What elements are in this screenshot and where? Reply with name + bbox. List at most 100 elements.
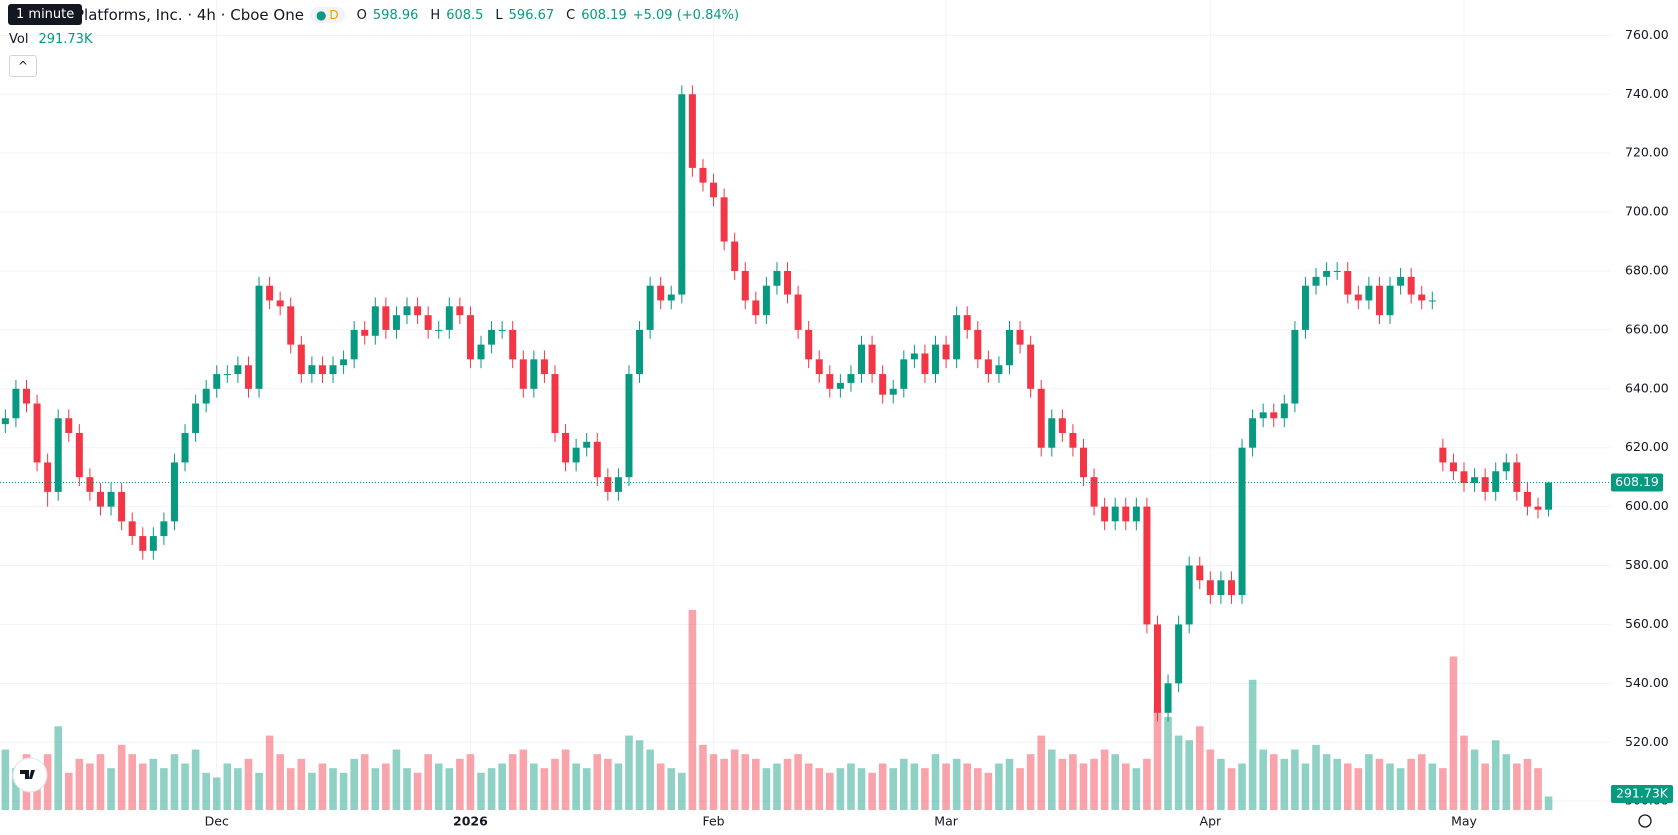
candle-body bbox=[1143, 506, 1151, 625]
y-tick-label: 640.00 bbox=[1625, 380, 1669, 395]
collapse-button[interactable]: ^ bbox=[9, 55, 37, 77]
volume-bar bbox=[1407, 758, 1415, 810]
x-tick-label: May bbox=[1451, 814, 1477, 829]
candle-body bbox=[1428, 300, 1436, 302]
candle-body bbox=[921, 353, 929, 375]
volume-bar bbox=[868, 772, 876, 810]
volume-bar bbox=[625, 735, 633, 810]
ohlc-value: 608.19 bbox=[581, 7, 627, 23]
candle-body bbox=[1418, 294, 1426, 301]
volume-bar bbox=[128, 754, 136, 810]
candle-body bbox=[1016, 329, 1024, 345]
volume-bar bbox=[117, 744, 126, 810]
candle-body bbox=[688, 94, 696, 168]
volume-bar bbox=[1206, 749, 1215, 810]
candle-body bbox=[868, 344, 876, 375]
volume-bar bbox=[329, 768, 337, 810]
volume-bar bbox=[1047, 749, 1056, 810]
candle-body bbox=[445, 306, 453, 330]
candle-body bbox=[953, 315, 961, 360]
candle-body bbox=[636, 329, 644, 375]
candle-body bbox=[202, 388, 210, 404]
candle-body bbox=[361, 329, 369, 336]
volume-bar bbox=[445, 768, 454, 810]
candle-body bbox=[604, 477, 612, 492]
candle-body bbox=[1449, 462, 1457, 472]
volume-bar bbox=[656, 763, 665, 810]
candle-body bbox=[889, 388, 897, 395]
candle-body bbox=[530, 359, 538, 389]
volume-bar bbox=[466, 754, 475, 810]
candle-body bbox=[424, 315, 432, 330]
y-tick-label: 540.00 bbox=[1625, 675, 1669, 690]
candle-body bbox=[667, 294, 675, 301]
candle-body bbox=[1397, 276, 1405, 286]
x-tick-label: Apr bbox=[1200, 814, 1222, 829]
volume-bar bbox=[794, 754, 802, 810]
volume-bar bbox=[783, 758, 792, 810]
y-tick-label: 660.00 bbox=[1625, 321, 1669, 336]
candle-body bbox=[1027, 344, 1035, 389]
candle-body bbox=[1048, 418, 1056, 448]
volume-bar bbox=[413, 772, 422, 810]
volume-box bbox=[1611, 785, 1673, 803]
volume-bar bbox=[96, 754, 105, 810]
volume-bar bbox=[1544, 796, 1553, 810]
y-tick-label: 600.00 bbox=[1625, 498, 1669, 513]
volume-bar bbox=[308, 772, 316, 810]
volume-bar bbox=[487, 768, 496, 810]
volume-bar bbox=[424, 754, 432, 810]
candle-body bbox=[1471, 477, 1479, 484]
volume-bar bbox=[1259, 749, 1267, 810]
volume-bar bbox=[1132, 768, 1141, 810]
volume-bar bbox=[1026, 754, 1035, 810]
candle-body bbox=[1312, 276, 1320, 286]
volume-bar bbox=[1481, 763, 1489, 810]
volume-bar bbox=[973, 768, 982, 810]
candle-body bbox=[1006, 329, 1013, 366]
candle-body bbox=[1481, 477, 1489, 492]
candle-body bbox=[33, 403, 41, 463]
volume-bar bbox=[1365, 754, 1373, 810]
candle-body bbox=[710, 182, 718, 198]
ohlc-letter: C bbox=[566, 7, 576, 23]
volume-bar bbox=[942, 763, 950, 810]
volume-bar bbox=[1322, 754, 1331, 810]
volume-bar bbox=[392, 749, 401, 810]
volume-bar bbox=[181, 763, 189, 810]
y-tick-label: 680.00 bbox=[1625, 262, 1669, 277]
candle-body bbox=[1365, 285, 1373, 301]
candle-body bbox=[403, 306, 411, 316]
candle-body bbox=[1185, 565, 1193, 625]
candle-body bbox=[1323, 270, 1331, 277]
candle-body bbox=[1354, 294, 1362, 301]
candle-body bbox=[752, 300, 760, 316]
y-tick-label: 700.00 bbox=[1625, 204, 1669, 219]
last-price-label: 608.19 bbox=[1615, 474, 1659, 489]
volume-bar bbox=[1386, 763, 1394, 810]
volume-bar bbox=[857, 768, 866, 810]
logo-mark bbox=[20, 770, 35, 779]
volume-bar bbox=[191, 749, 200, 810]
candle-body bbox=[519, 359, 527, 389]
status-badge[interactable]: ● D bbox=[309, 7, 345, 23]
volume-bar bbox=[1174, 735, 1183, 810]
candle-body bbox=[1132, 506, 1140, 522]
last-price-box bbox=[1611, 473, 1663, 492]
candle-body bbox=[509, 329, 517, 360]
volume-bar bbox=[984, 772, 993, 810]
volume-bar bbox=[1375, 758, 1384, 810]
candle-body bbox=[1270, 412, 1278, 419]
candle-body bbox=[1206, 580, 1214, 595]
ohlc-value: 596.67 bbox=[508, 7, 555, 23]
x-tick-label: Dec bbox=[205, 814, 229, 829]
candle-body bbox=[12, 388, 20, 419]
candle-body bbox=[1439, 447, 1447, 463]
volume-bar bbox=[646, 749, 654, 810]
candle-body bbox=[139, 536, 147, 551]
volume-bar bbox=[1396, 768, 1405, 810]
volume-bar bbox=[1217, 758, 1225, 810]
y-tick-label: 760.00 bbox=[1625, 27, 1669, 42]
